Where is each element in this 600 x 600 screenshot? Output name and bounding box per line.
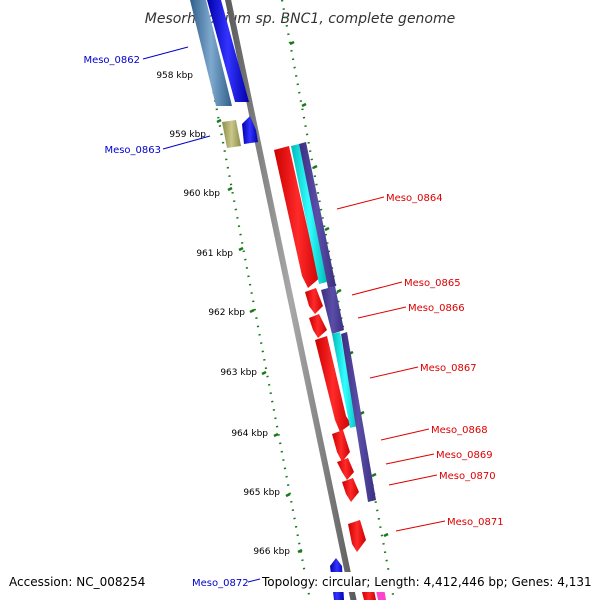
gene-block-meso-0871[interactable]	[348, 520, 366, 552]
kbp-label: 965 kbp	[243, 488, 280, 498]
gene-label-meso-0867[interactable]: Meso_0867	[420, 363, 477, 374]
gene-label-meso-0868[interactable]: Meso_0868	[431, 425, 488, 436]
kbp-label: 964 kbp	[231, 429, 268, 439]
gene-labels: Meso_0862 Meso_0863 Meso_0864 Meso_0865 …	[83, 55, 503, 589]
map-title: Mesorhizobium sp. BNC1, complete genome	[145, 11, 456, 27]
gene-label-meso-0870[interactable]: Meso_0870	[439, 471, 496, 482]
kbp-label: 961 kbp	[196, 249, 233, 259]
gene-block-meso-0868[interactable]	[332, 430, 350, 462]
kbp-label: 966 kbp	[253, 547, 290, 557]
kbp-label: 963 kbp	[220, 368, 257, 378]
gc-track-ticks	[206, 40, 389, 554]
gene-block-meso-0862[interactable]	[207, 0, 249, 102]
gene-block-meso-0867-purple[interactable]	[341, 332, 376, 502]
genome-backbone	[225, 0, 357, 600]
kbp-label: 959 kbp	[169, 130, 206, 140]
gene-label-meso-0871[interactable]: Meso_0871	[447, 517, 504, 528]
kbp-label: 958 kbp	[156, 71, 193, 81]
gene-block-meso-0866-purple[interactable]	[321, 286, 344, 334]
gene-label-meso-0862[interactable]: Meso_0862	[83, 55, 140, 66]
gene-label-meso-0863[interactable]: Meso_0863	[104, 145, 161, 156]
gene-label-meso-0872[interactable]: Meso_0872	[192, 578, 249, 589]
topology-text: Topology: circular; Length: 4,412,446 bp…	[261, 575, 592, 589]
gene-block-meso-0863b[interactable]	[242, 116, 258, 144]
topology-background	[262, 572, 598, 592]
gene-block-meso-0870[interactable]	[342, 478, 359, 502]
gene-block-meso-0865[interactable]	[305, 288, 323, 314]
gene-label-meso-0864[interactable]: Meso_0864	[386, 193, 443, 204]
gene-label-meso-0869[interactable]: Meso_0869	[436, 450, 493, 461]
gene-block-meso-0866[interactable]	[309, 314, 327, 338]
gene-block-meso-0864-purple[interactable]	[299, 142, 336, 288]
gene-block-meso-0863a[interactable]	[222, 120, 241, 148]
kbp-labels: 958 kbp 959 kbp 960 kbp 961 kbp 962 kbp …	[156, 71, 290, 557]
gene-block-meso-0864[interactable]	[274, 146, 322, 288]
gene-block-meso-0869[interactable]	[337, 458, 354, 480]
gene-block-meso-0864-cyan[interactable]	[291, 144, 327, 284]
gene-block-meso-0861a[interactable]	[190, 0, 232, 106]
gc-track-right	[280, 0, 396, 600]
kbp-label: 960 kbp	[183, 189, 220, 199]
gene-label-meso-0866[interactable]: Meso_0866	[408, 303, 465, 314]
gene-block-meso-0867[interactable]	[315, 336, 351, 432]
accession-text: Accession: NC_008254	[9, 575, 145, 589]
gene-label-meso-0865[interactable]: Meso_0865	[404, 278, 461, 289]
gene-block-meso-0873[interactable]	[362, 590, 376, 600]
gene-block-meso-0867-cyan[interactable]	[332, 332, 358, 428]
kbp-label: 962 kbp	[208, 308, 245, 318]
leader-lines	[142, 46, 446, 583]
